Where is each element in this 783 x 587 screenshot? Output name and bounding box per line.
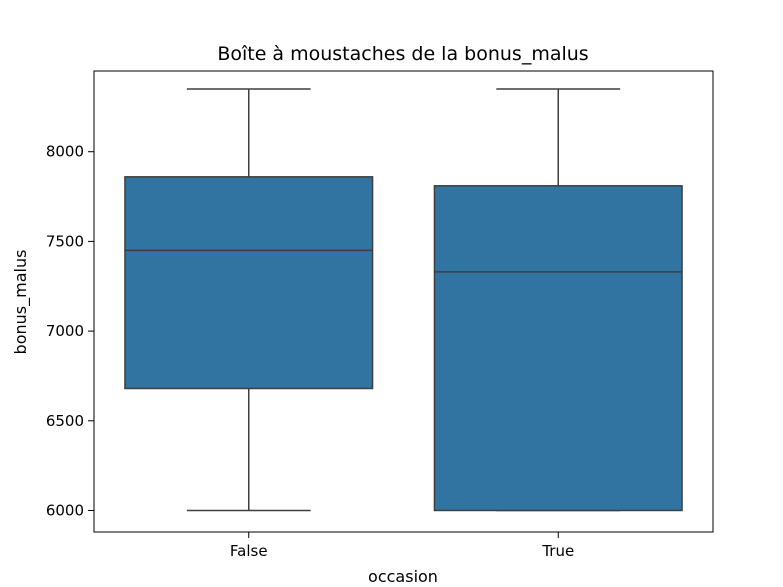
y-axis-ticks: 6000 6500 7000 7500 8000 <box>46 143 94 519</box>
plot-frame <box>93 70 714 533</box>
y-tick-label: 6500 <box>46 412 84 430</box>
x-tick-label: False <box>230 542 268 560</box>
box-true <box>433 185 683 512</box>
y-tick-label: 6000 <box>46 501 84 519</box>
y-tick-label: 8000 <box>46 143 84 161</box>
x-axis-label: occasion <box>368 567 438 586</box>
x-tick-label: True <box>541 542 574 560</box>
boxes-layer <box>124 88 683 512</box>
x-axis-ticks: False True <box>230 532 574 560</box>
y-axis-label: bonus_malus <box>11 250 31 355</box>
y-tick-label: 7000 <box>46 322 84 340</box>
box-false <box>124 176 374 390</box>
chart-title: Boîte à moustaches de la bonus_malus <box>217 43 588 65</box>
y-tick-label: 7500 <box>46 232 84 250</box>
